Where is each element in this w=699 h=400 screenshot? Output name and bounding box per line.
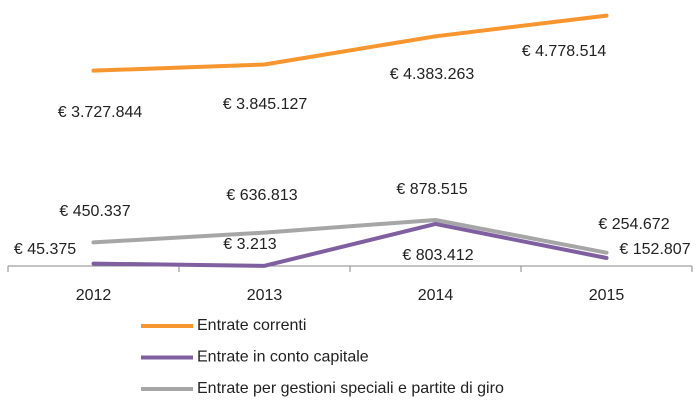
data-label: € 254.672 — [598, 216, 669, 233]
data-label: € 3.213 — [223, 236, 276, 253]
x-tick-label: 2012 — [76, 287, 112, 304]
data-label: € 4.778.514 — [522, 43, 607, 60]
data-label: € 152.807 — [619, 241, 690, 258]
data-label: € 3.727.844 — [58, 104, 143, 121]
series-line — [91, 221, 609, 268]
legend-label: Entrate per gestioni speciali e partite … — [197, 380, 504, 397]
series-line — [91, 13, 609, 73]
data-label: € 636.813 — [226, 187, 297, 204]
data-label: € 803.412 — [402, 247, 473, 264]
legend-label: Entrate correnti — [197, 317, 306, 334]
series-line — [91, 217, 609, 255]
x-tick-label: 2015 — [589, 287, 625, 304]
data-label: € 4.383.263 — [390, 66, 475, 83]
x-tick-label: 2014 — [418, 287, 454, 304]
data-label: € 3.845.127 — [223, 96, 308, 113]
x-tick-label: 2013 — [247, 287, 283, 304]
data-label: € 450.337 — [59, 203, 130, 220]
data-label: € 45.375 — [14, 241, 76, 258]
legend-label: Entrate in conto capitale — [197, 349, 369, 366]
data-label: € 878.515 — [396, 181, 467, 198]
